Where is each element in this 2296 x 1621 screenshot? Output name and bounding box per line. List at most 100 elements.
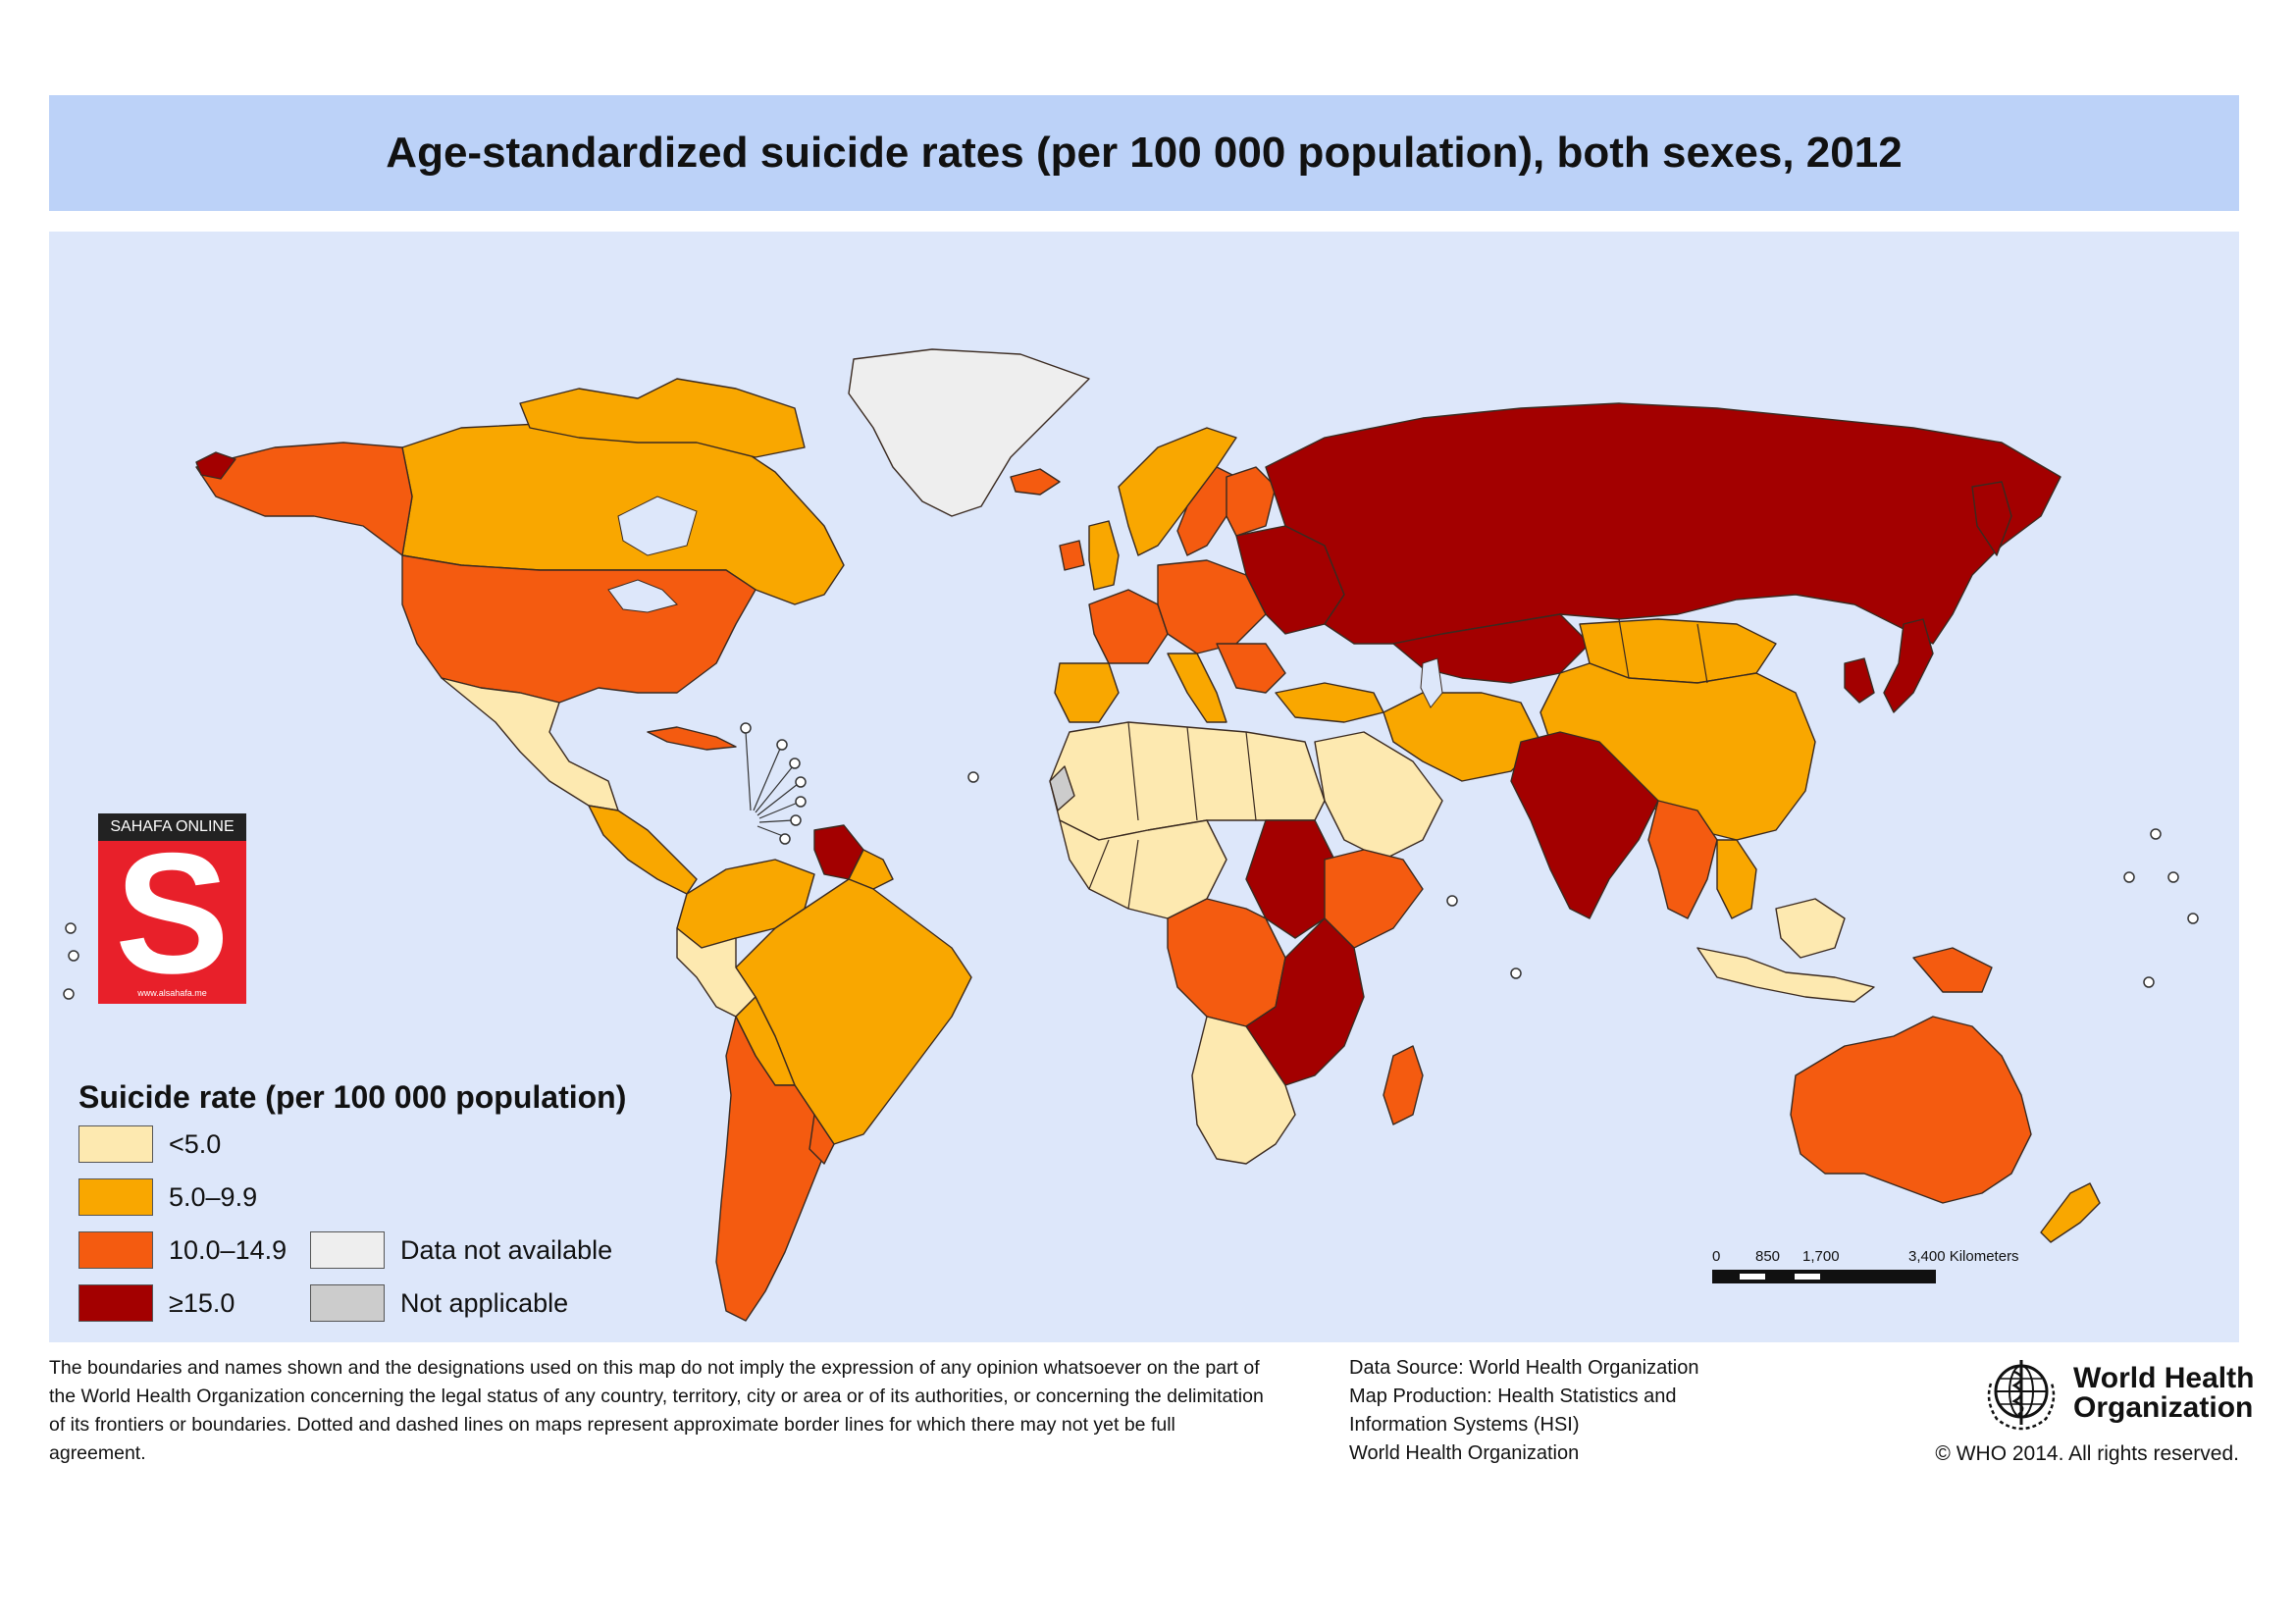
island-pacific-2 [68,950,79,962]
great-lakes [607,579,678,613]
caspian-sea [1420,657,1443,708]
legend-grid: <5.0 5.0–9.9 10.0–14.9 ≥15.0 Data not av… [78,1125,687,1332]
region-italy [1167,653,1227,723]
legend-label: ≥15.0 [169,1287,235,1318]
legend-label: <5.0 [169,1128,222,1159]
legend-item-ge15: ≥15.0 [78,1284,235,1322]
legend-title: Suicide rate (per 100 000 population) [78,1079,627,1115]
who-emblem-icon [1987,1360,2056,1431]
source-line-4: World Health Organization [1349,1442,1580,1464]
map-title: Age-standardized suicide rates (per 100 … [386,129,1903,177]
region-western-sahara [1049,765,1075,811]
scale-label-1700: 1,700 [1802,1248,1840,1265]
source-line-1: Data Source: World Health Organization [1349,1357,1699,1379]
region-chukotka [195,451,236,480]
island-pacific-7 [2187,913,2199,924]
region-iberia [1054,662,1120,723]
island-pacific-5 [2123,871,2135,883]
island-pacific-8 [2143,976,2155,988]
region-arabia [1314,731,1443,861]
world-map[interactable] [49,232,2239,1342]
sahafa-online-logo: SAHAFA ONLINE S www.alsahafa.me [98,813,246,1004]
region-cuba [647,726,737,751]
legend-swatch [78,1125,153,1163]
legend-label: Data not available [400,1234,613,1265]
island-pacific-6 [2167,871,2179,883]
legend-item-5-9: 5.0–9.9 [78,1178,257,1216]
legend-swatch [310,1284,385,1322]
region-uruguay [809,1114,835,1165]
scale-bar: 0 850 1,700 3,400 Kilometers [1712,1248,2046,1297]
island-pacific-1 [65,922,77,934]
hudson-bay [617,496,698,556]
who-name: World Health Organization [2073,1364,2254,1423]
region-iceland [1010,468,1061,496]
legend-swatch [310,1231,385,1269]
island-atlantic-1 [967,771,979,783]
data-source: Data Source: World Health Organization M… [1349,1354,1781,1468]
legend-item-not-applicable: Not applicable [310,1284,568,1322]
scale-label-3400: 3,400 Kilometers [1908,1248,2019,1265]
region-southeast-asia [1647,800,1718,919]
logo-url: www.alsahafa.me [137,988,207,998]
legend-item-na: Data not available [310,1231,612,1269]
legend-item-10-14: 10.0–14.9 [78,1231,287,1269]
region-new-zealand [2040,1182,2101,1243]
source-line-3: Information Systems (HSI) [1349,1414,1580,1436]
map-area[interactable] [49,232,2239,1342]
region-borneo [1775,898,1846,959]
who-name-line-1: World Health [2073,1362,2255,1394]
legend-swatch [78,1231,153,1269]
legend-item-lt5: <5.0 [78,1125,221,1163]
legend-label: 5.0–9.9 [169,1181,258,1212]
copyright: © WHO 2014. All rights reserved. [1935,1442,2239,1465]
region-arctic-islands [519,378,806,458]
who-logo: World Health Organization [1977,1354,2254,1433]
region-ireland [1059,540,1085,571]
scale-label-850: 850 [1755,1248,1781,1265]
title-bar: Age-standardized suicide rates (per 100 … [49,95,2239,211]
region-central-america [588,805,698,895]
region-greenland [848,348,1090,517]
region-turkey [1275,682,1384,723]
region-southern-africa [1191,1016,1296,1165]
island-indian-2 [1510,967,1522,979]
region-australia [1790,1016,2032,1204]
region-finland [1226,466,1277,537]
legend-swatch [78,1284,153,1322]
region-sweden [1176,466,1237,556]
region-png [1912,947,1993,993]
scale-bar-graphic [1712,1270,1936,1283]
legend-label: Not applicable [400,1287,569,1318]
region-usa [401,554,757,704]
legend-swatch [78,1178,153,1216]
region-mexico [441,677,619,811]
island-pacific-3 [63,988,75,1000]
region-russia [1265,402,2061,645]
who-name-line-2: Organization [2073,1391,2254,1424]
scale-labels: 0 850 1,700 3,400 Kilometers [1712,1248,2046,1268]
logo-letter: S [115,818,230,1010]
region-sudan [1245,819,1335,939]
region-japan [1883,618,1934,713]
region-east-africa [1245,917,1365,1086]
island-indian-1 [1446,895,1458,907]
region-argentina [715,1016,825,1322]
source-line-2: Map Production: Health Statistics and [1349,1386,1677,1407]
legend-label: 10.0–14.9 [169,1234,287,1265]
caribbean-callouts [740,722,807,845]
legend: Suicide rate (per 100 000 population) <5… [78,1079,687,1332]
region-kazakhstan [1392,613,1591,684]
region-india [1510,731,1659,919]
region-indonesia [1696,947,1875,1003]
disclaimer: The boundaries and names shown and the d… [49,1357,1264,1464]
region-korea [1844,657,1875,704]
region-madagascar [1383,1045,1424,1125]
region-kamchatka [1971,481,2012,556]
logo-header: SAHAFA ONLINE [98,813,246,841]
island-pacific-4 [2150,828,2162,840]
region-indochina [1716,839,1757,919]
region-uk [1088,520,1120,591]
region-balkans [1216,643,1286,694]
scale-label-0: 0 [1712,1248,1721,1265]
